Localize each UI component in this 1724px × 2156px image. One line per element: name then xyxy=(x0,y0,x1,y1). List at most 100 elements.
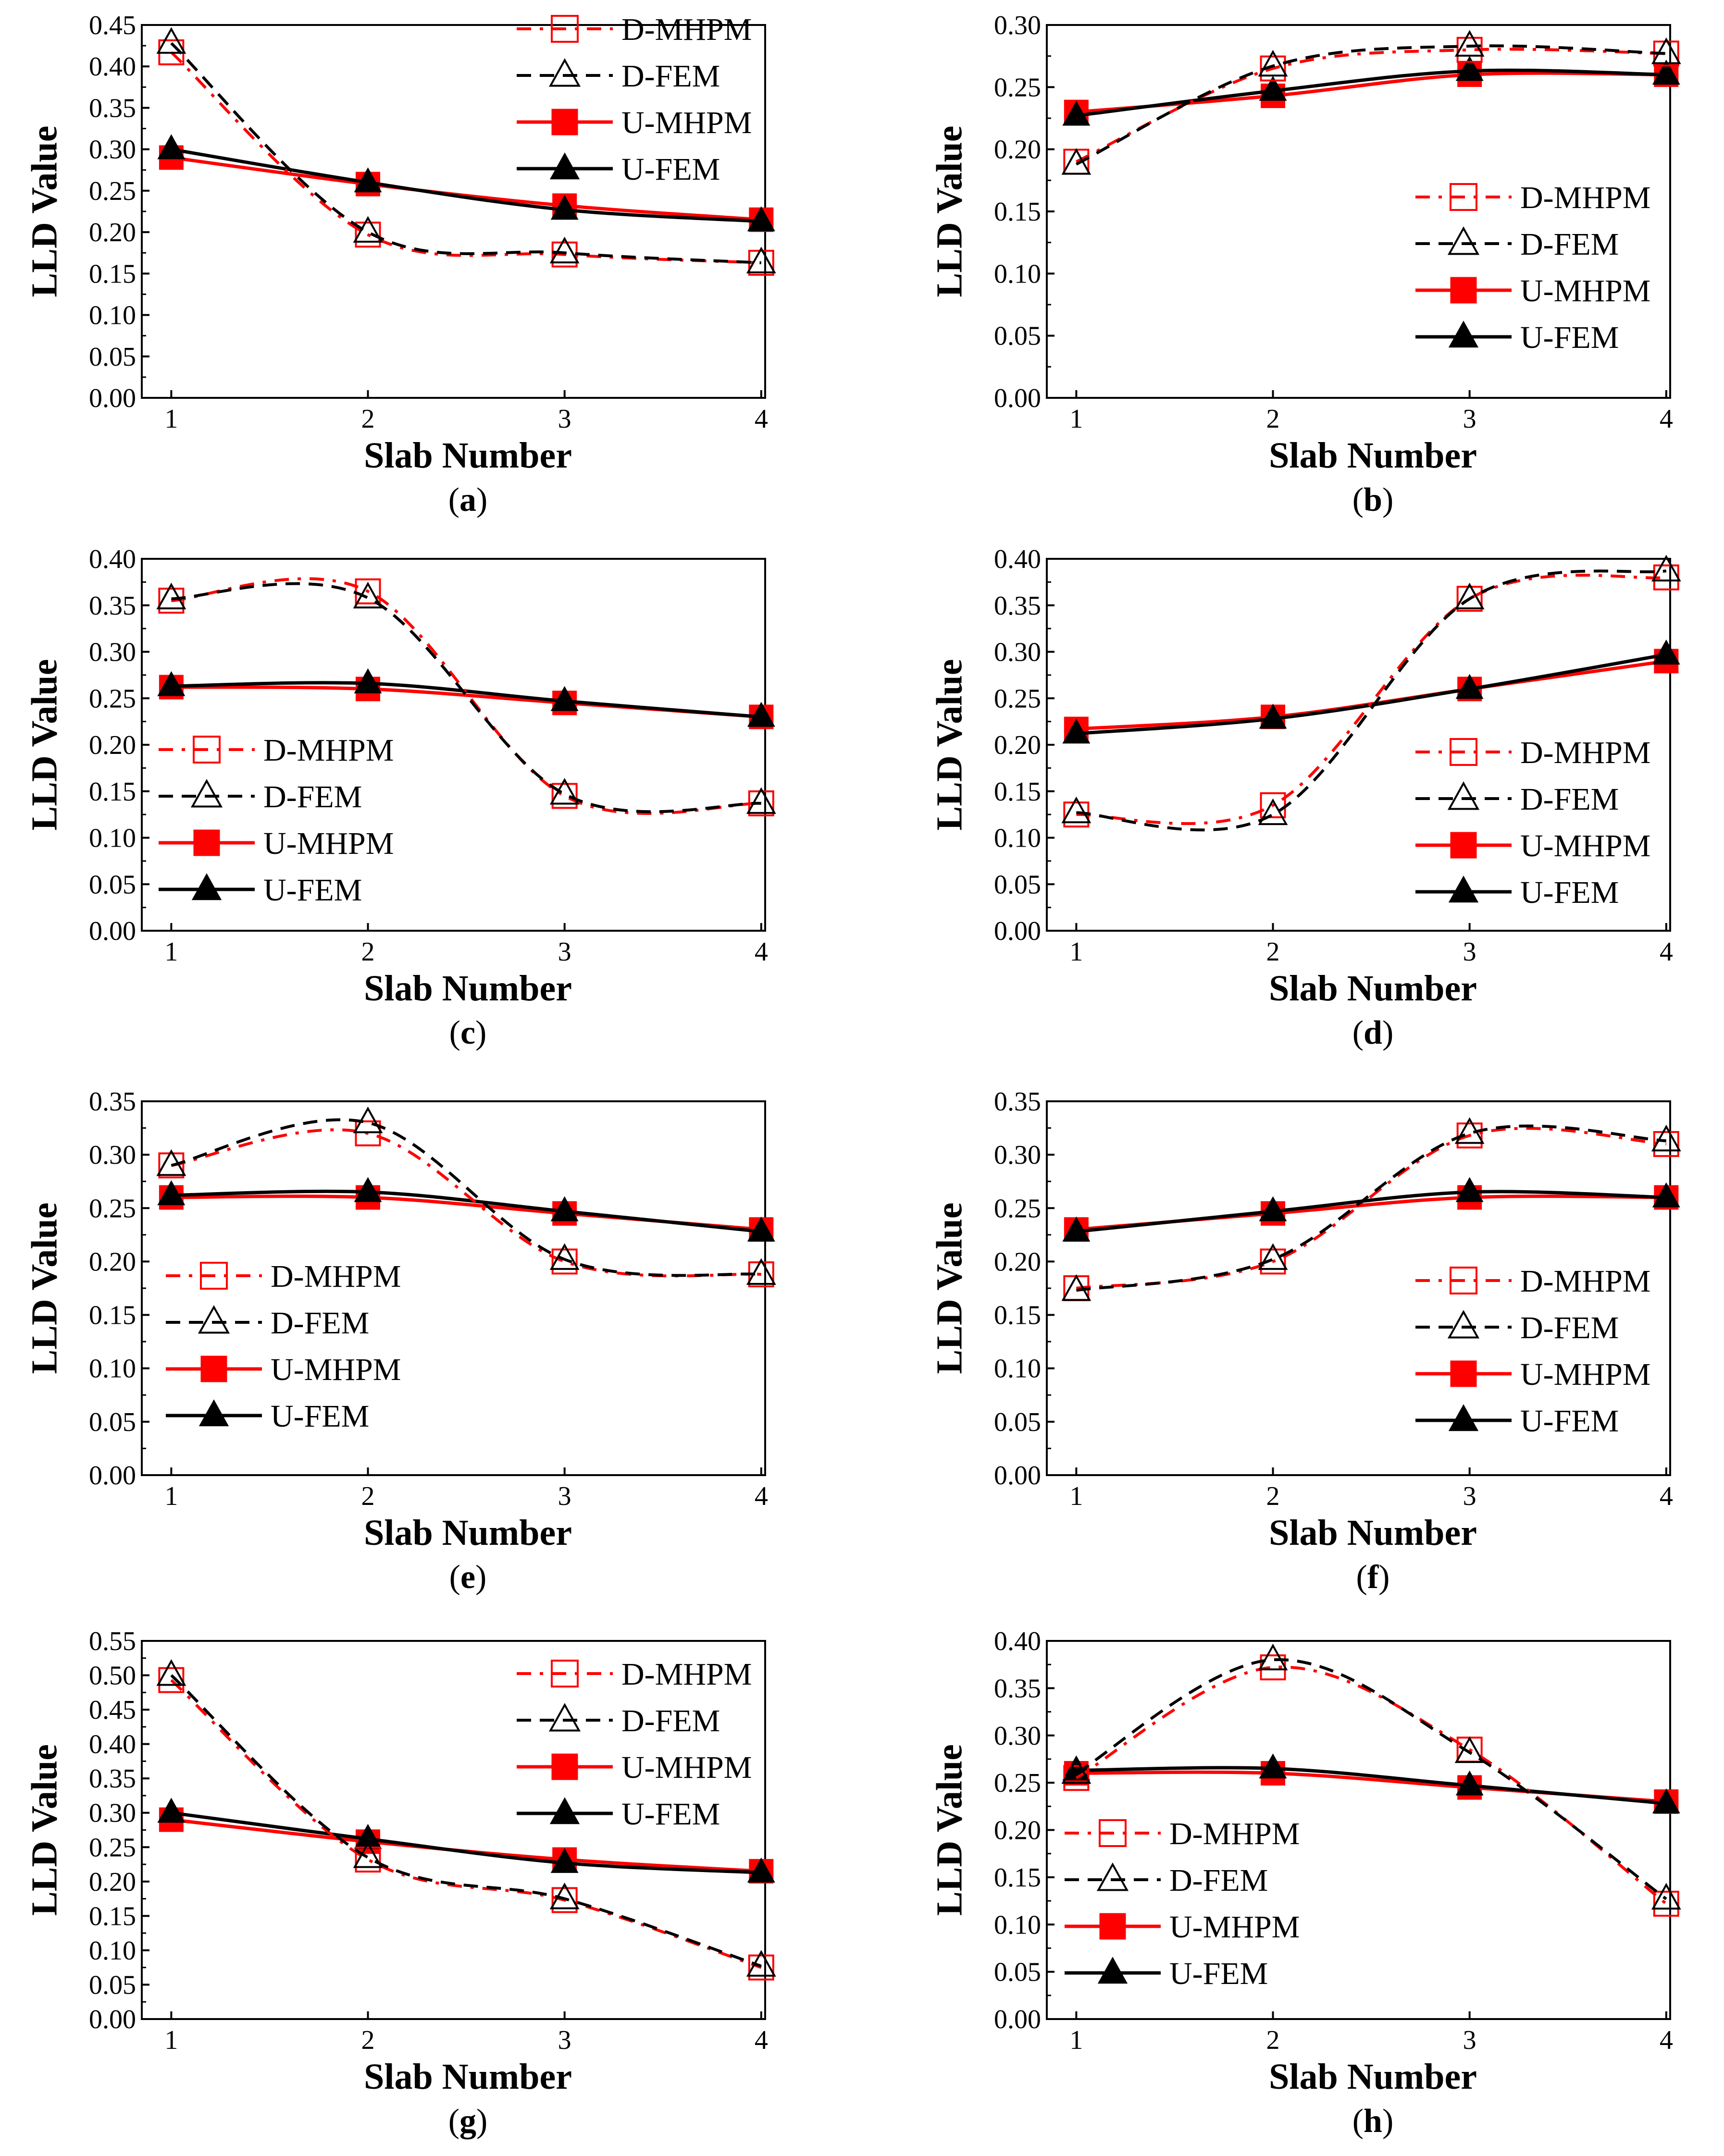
data-point-u-fem xyxy=(157,671,186,696)
y-tick-label: 0.30 xyxy=(89,638,136,667)
x-tick-label: 3 xyxy=(1463,937,1476,967)
legend-item-u-fem: U-FEM xyxy=(166,1399,369,1434)
data-point-u-fem xyxy=(354,167,382,193)
data-point-d-fem xyxy=(156,1659,186,1686)
legend-marker-d-mhpm xyxy=(1099,1819,1127,1847)
y-tick-label: 0.20 xyxy=(89,1247,136,1277)
legend-marker-d-fem xyxy=(548,1703,581,1732)
data-point-d-fem xyxy=(1651,1883,1681,1910)
series-u-fem xyxy=(1062,1177,1680,1242)
legend-item-d-fem: D-FEM xyxy=(1415,1310,1619,1345)
legend-item-d-fem: D-FEM xyxy=(159,779,362,814)
legend-label-u-fem: U-FEM xyxy=(1520,875,1619,910)
legend-marker-u-fem xyxy=(198,1399,229,1427)
legend-label-u-fem: U-FEM xyxy=(1520,320,1619,355)
y-tick-label: 0.15 xyxy=(89,777,136,807)
x-tick-label: 3 xyxy=(1463,1481,1476,1511)
legend-label-d-fem: D-FEM xyxy=(263,779,362,814)
data-point-d-mhpm xyxy=(355,222,381,248)
data-point-d-mhpm xyxy=(355,1847,381,1873)
y-tick-label: 0.20 xyxy=(994,730,1041,760)
x-tick-label: 3 xyxy=(558,937,571,967)
data-point-d-fem xyxy=(549,777,580,805)
series-d-fem xyxy=(1061,554,1681,832)
data-point-u-fem xyxy=(1652,60,1680,85)
y-tick-label: 0.40 xyxy=(994,1626,1041,1656)
x-tick-label: 3 xyxy=(558,2025,571,2055)
y-tick-label: 0.15 xyxy=(994,1863,1041,1893)
data-point-d-fem xyxy=(1258,49,1288,77)
y-tick-label: 0.20 xyxy=(89,218,136,247)
legend-label-d-mhpm: D-MHPM xyxy=(1169,1816,1300,1851)
legend-marker-u-mhpm xyxy=(551,1753,578,1780)
data-point-u-fem xyxy=(1652,639,1680,665)
data-point-d-fem xyxy=(1651,554,1681,582)
y-axis-title: LLD Value xyxy=(929,126,969,297)
legend-label-u-mhpm: U-MHPM xyxy=(621,105,752,140)
legend-marker-d-fem xyxy=(548,58,581,87)
y-tick-label: 0.35 xyxy=(89,1087,136,1117)
data-point-d-mhpm xyxy=(1653,1890,1679,1917)
x-tick-label: 3 xyxy=(1463,2025,1476,2055)
x-axis-title: Slab Number xyxy=(1269,2057,1477,2097)
data-point-u-fem xyxy=(1259,1753,1287,1779)
x-tick-label: 2 xyxy=(361,404,375,434)
y-tick-label: 0.00 xyxy=(89,2005,136,2034)
data-point-d-fem xyxy=(1061,1274,1091,1301)
data-point-d-fem xyxy=(746,1950,776,1977)
y-tick-label: 0.40 xyxy=(89,52,136,82)
data-point-u-fem xyxy=(747,206,775,232)
y-tick-label: 0.25 xyxy=(994,684,1041,714)
y-tick-label: 0.20 xyxy=(994,1816,1041,1846)
data-point-d-mhpm xyxy=(158,1152,185,1179)
data-point-u-fem xyxy=(1259,75,1287,101)
y-tick-label: 0.40 xyxy=(89,544,136,574)
data-point-d-mhpm xyxy=(748,1954,774,1981)
chart-panel-a: 0.00 0.05 0.10 0.15 0.20 0.25 0.30 0.35 0.40 0.45… xyxy=(24,11,776,518)
x-tick-label: 3 xyxy=(558,1481,571,1511)
series-line-d-mhpm xyxy=(1076,1127,1666,1290)
legend-marker-u-fem xyxy=(1448,320,1479,348)
legend-item-u-fem: U-FEM xyxy=(159,873,362,908)
legend-marker-u-fem xyxy=(191,873,222,900)
y-tick-label: 0.00 xyxy=(994,383,1041,413)
legend: D-MHPM D-FEM U-MHPM U-FEM xyxy=(166,1259,401,1434)
legend-marker-u-mhpm xyxy=(1450,832,1477,859)
y-tick-label: 0.30 xyxy=(994,11,1041,40)
panel-label: b xyxy=(1364,481,1382,518)
y-tick-label: 0.05 xyxy=(89,870,136,899)
series-line-u-mhpm xyxy=(171,156,762,222)
data-point-u-fem xyxy=(747,702,775,727)
y-tick-label: 0.10 xyxy=(994,824,1041,853)
panel-label: c xyxy=(460,1014,475,1051)
y-tick-label: 0.05 xyxy=(994,1407,1041,1437)
y-tick-label: 0.10 xyxy=(994,259,1041,289)
x-tick-label: 1 xyxy=(164,937,178,967)
x-axis-title: Slab Number xyxy=(1269,968,1477,1009)
legend-marker-u-mhpm xyxy=(193,829,220,856)
legend-label-d-fem: D-FEM xyxy=(1520,782,1619,817)
series-u-fem xyxy=(1062,56,1680,126)
y-axis-title: LLD Value xyxy=(929,1203,969,1374)
y-tick-label: 0.15 xyxy=(89,1901,136,1931)
y-axis-title: LLD Value xyxy=(929,1744,969,1916)
data-point-u-fem xyxy=(1455,1770,1484,1796)
legend-label-u-fem: U-FEM xyxy=(621,1797,720,1832)
x-tick-label: 1 xyxy=(1069,2025,1083,2055)
x-tick-label: 4 xyxy=(1660,404,1673,434)
y-tick-label: 0.15 xyxy=(994,1301,1041,1331)
legend-label-u-fem: U-FEM xyxy=(1520,1404,1619,1439)
panel-label: d xyxy=(1364,1014,1382,1051)
data-point-d-fem xyxy=(353,1841,383,1868)
series-d-mhpm xyxy=(158,1667,774,1981)
legend-marker-d-mhpm xyxy=(1450,1267,1477,1294)
y-tick-label: 0.35 xyxy=(89,591,136,621)
legend-marker-u-fem xyxy=(549,152,580,180)
legend-label-u-fem: U-FEM xyxy=(271,1399,369,1434)
panel-label: f xyxy=(1367,1559,1379,1596)
data-point-d-fem xyxy=(1258,1643,1288,1671)
x-tick-label: 3 xyxy=(558,404,571,434)
data-point-u-fem xyxy=(1652,1788,1680,1814)
data-point-d-fem xyxy=(1258,798,1288,825)
